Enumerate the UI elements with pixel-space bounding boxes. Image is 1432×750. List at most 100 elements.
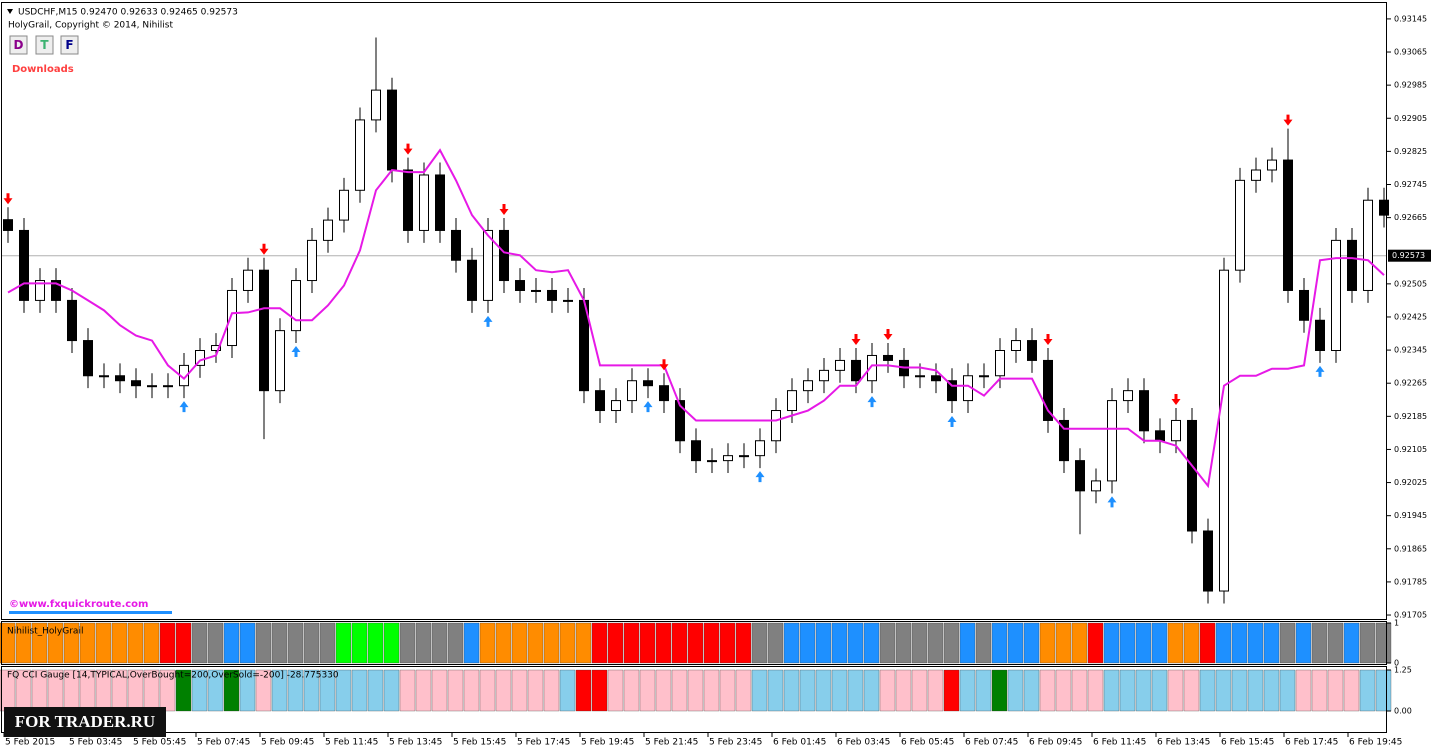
indicator-bar	[1215, 622, 1232, 664]
sell-arrow	[659, 359, 669, 371]
sell-arrow	[883, 329, 893, 341]
indicator-bar	[911, 669, 928, 712]
indicator-bar	[863, 622, 880, 664]
indicator-bar	[1087, 669, 1104, 712]
indicator-bar	[303, 622, 320, 664]
indicator-bar	[1023, 622, 1040, 664]
indicator-bar	[1279, 622, 1296, 664]
indicator-bar	[447, 622, 464, 664]
y-tick-label: 0.93065	[1394, 48, 1427, 57]
indicator-subtitle: HolyGrail, Copyright © 2014, Nihilist	[8, 21, 173, 31]
candle-body	[1347, 239, 1357, 291]
indicator-bar	[239, 669, 256, 712]
indicator-bar	[831, 622, 848, 664]
candle-body	[931, 375, 941, 382]
candle-body	[1235, 179, 1245, 271]
y-tick-label: 0.92505	[1394, 279, 1427, 288]
indicator-bar	[1071, 622, 1088, 664]
indicator-bar	[687, 669, 704, 712]
indicator-bar	[1359, 622, 1376, 664]
candle-body	[627, 380, 637, 402]
indicator-bar	[879, 669, 896, 712]
indicator-bar	[975, 622, 992, 664]
indicator-bar	[783, 669, 800, 712]
buy-arrow	[179, 401, 189, 413]
indicator-bar	[255, 622, 272, 664]
candle-body	[787, 390, 797, 412]
y-tick-label: 0.92985	[1394, 81, 1427, 90]
button-box[interactable]	[60, 35, 79, 55]
y-tick-label: 0.00	[1394, 707, 1412, 716]
x-tick-label: 5 Feb 03:45	[69, 738, 122, 748]
indicator-bar	[431, 669, 448, 712]
candle-body	[259, 269, 269, 392]
candle-body	[371, 89, 381, 121]
indicator-bar	[655, 622, 672, 664]
menu-triangle[interactable]	[7, 9, 13, 14]
candle-body	[1107, 400, 1117, 482]
indicator-bar	[1375, 622, 1392, 664]
indicator-bar	[287, 622, 304, 664]
indicator-bar	[719, 622, 736, 664]
candle-body	[291, 280, 301, 332]
candle-body	[675, 400, 685, 442]
indicator-bar	[479, 622, 496, 664]
indicator-bar	[1343, 622, 1360, 664]
current-price-label: 0.92573	[1392, 251, 1425, 260]
indicator-bar	[351, 622, 368, 664]
button-box[interactable]	[9, 35, 28, 55]
candle-body	[1139, 390, 1149, 432]
candle-body	[275, 330, 285, 392]
candle-body	[163, 385, 173, 388]
indicator-bar	[367, 622, 384, 664]
indicator-bar	[95, 622, 112, 664]
indicator-bar	[703, 669, 720, 712]
indicator-bar	[127, 622, 144, 664]
indicator-bar	[175, 622, 192, 664]
indicator-bar	[191, 622, 208, 664]
indicator-bar	[495, 669, 512, 712]
button-label[interactable]: D	[14, 38, 24, 52]
indicator-bar	[591, 669, 608, 712]
indicator-bar	[575, 669, 592, 712]
indicator-bar	[383, 622, 400, 664]
indicator-bar	[927, 622, 944, 664]
button-box[interactable]	[35, 35, 54, 55]
y-tick-label: 0.92265	[1394, 379, 1427, 388]
candle-body	[355, 119, 365, 191]
indicator-bar	[1311, 669, 1328, 712]
candle-body	[771, 410, 781, 442]
indicator-bar	[815, 622, 832, 664]
buy-arrow	[291, 346, 301, 358]
candle-body	[1091, 480, 1101, 492]
candle-body	[243, 269, 253, 291]
indicator-bar	[1071, 669, 1088, 712]
x-tick-label: 5 Feb 13:45	[389, 738, 442, 748]
candle-body	[1299, 289, 1309, 321]
indicator-bar	[223, 669, 240, 712]
indicator-bar	[751, 669, 768, 712]
indicator-bar	[239, 622, 256, 664]
indicator-bar	[767, 669, 784, 712]
x-tick-label: 6 Feb 15:45	[1221, 738, 1274, 748]
indicator-bar	[767, 622, 784, 664]
candle-body	[1219, 269, 1229, 592]
panel-title: Nihilist_HolyGrail	[7, 627, 83, 637]
indicator-bar	[1007, 669, 1024, 712]
candle-body	[915, 375, 925, 378]
x-tick-label: 5 Feb 07:45	[197, 738, 250, 748]
indicator-bar	[0, 622, 16, 664]
indicator-bar	[1055, 622, 1072, 664]
candle-body	[339, 189, 349, 221]
indicator-bar	[1231, 669, 1248, 712]
indicator-bar	[543, 669, 560, 712]
button-label[interactable]: F	[65, 38, 73, 52]
indicator-bar	[847, 622, 864, 664]
indicator-bar	[1103, 622, 1120, 664]
button-label[interactable]: T	[40, 38, 49, 52]
indicator-bar	[1119, 622, 1136, 664]
indicator-bar	[655, 669, 672, 712]
downloads-link[interactable]: Downloads	[12, 64, 74, 75]
indicator-bar	[143, 622, 160, 664]
